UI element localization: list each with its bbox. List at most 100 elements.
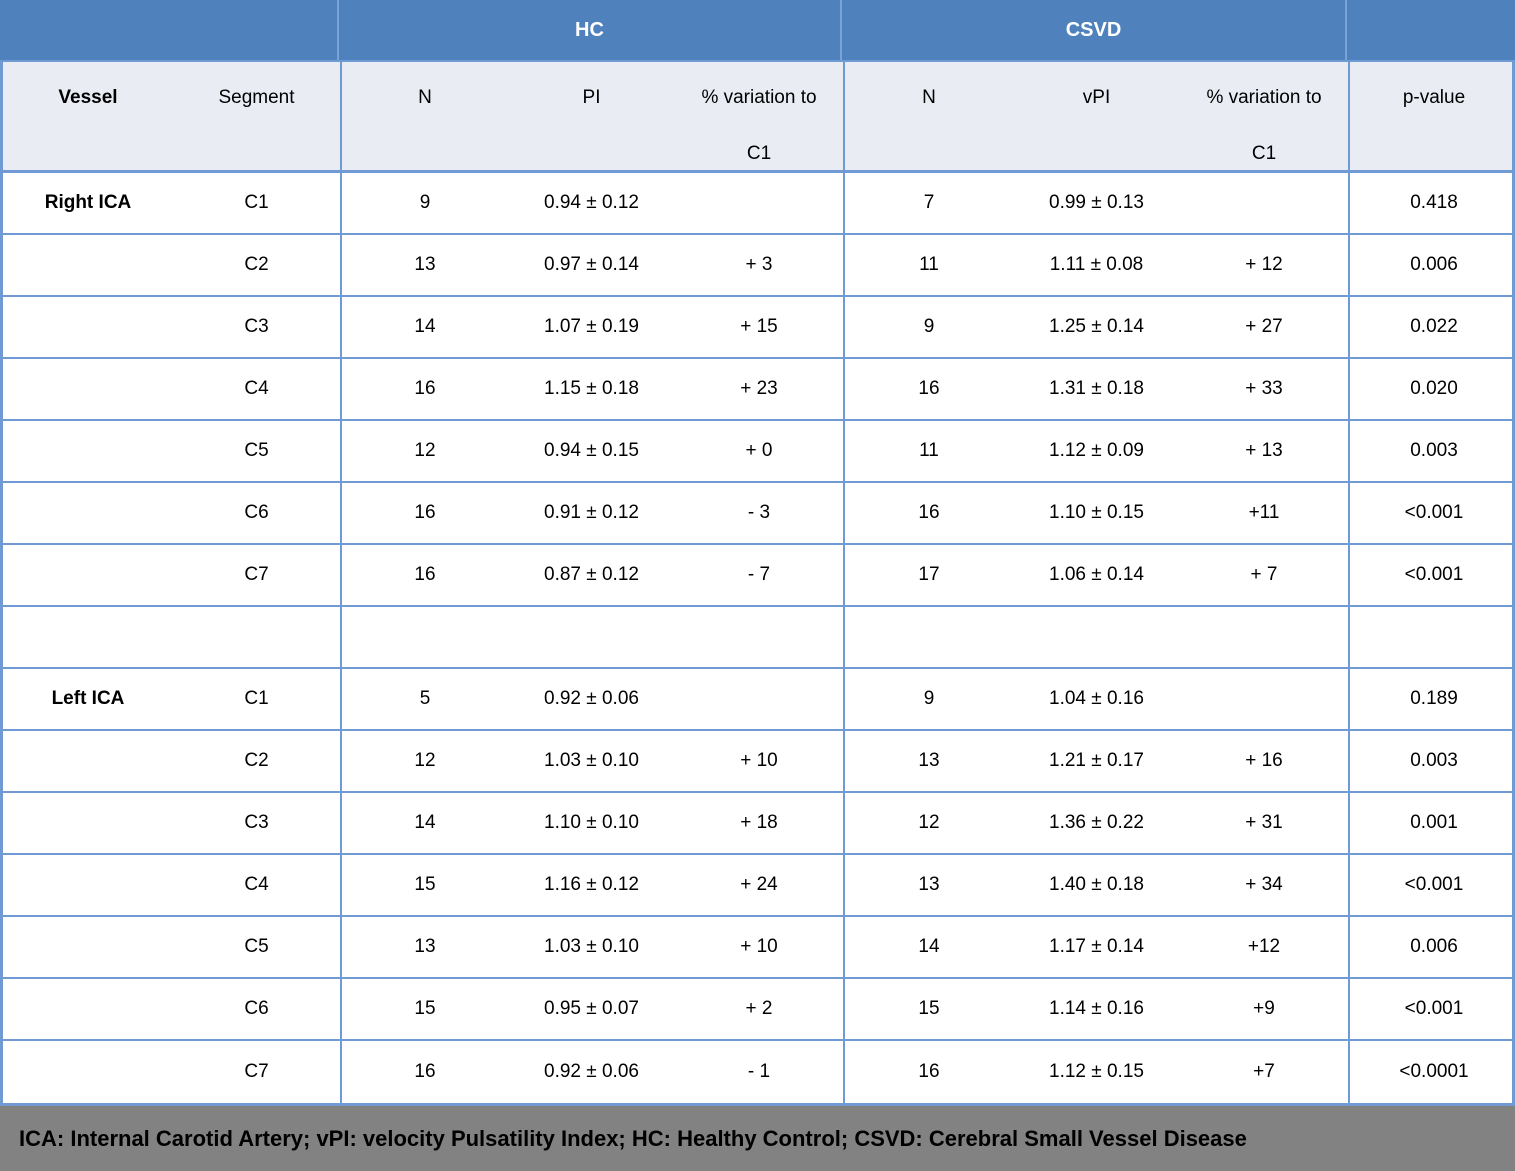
header-csvd-n: N xyxy=(843,62,1013,182)
csvd-variation-cell: +11 xyxy=(1248,502,1280,523)
csvd-variation-cell: + 33 xyxy=(1245,378,1283,399)
csvd-variation-cell: + 12 xyxy=(1245,254,1283,275)
header-hc-pi: PI xyxy=(582,87,601,108)
segment-cell: C3 xyxy=(244,812,269,833)
hc-pi-cell: 0.87 ± 0.12 xyxy=(544,564,639,585)
csvd-variation-cell: + 31 xyxy=(1245,812,1283,833)
csvd-vpi-cell: 1.31 ± 0.18 xyxy=(1049,378,1144,399)
hc-variation-cell: + 23 xyxy=(740,378,778,399)
csvd-vpi-cell: 1.06 ± 0.14 xyxy=(1049,564,1144,585)
header-csvd-variation: % variation to C1 xyxy=(1180,62,1348,182)
hc-pi-cell: 0.97 ± 0.14 xyxy=(544,254,639,275)
csvd-n-cell: 11 xyxy=(843,421,1013,481)
hc-variation-cell: - 3 xyxy=(747,502,771,523)
csvd-n-cell: 15 xyxy=(843,979,1013,1039)
footnote-text: ICA: Internal Carotid Artery; vPI: veloc… xyxy=(19,1125,1247,1151)
hc-pi-cell: 0.91 ± 0.12 xyxy=(544,502,639,523)
csvd-n-cell: 11 xyxy=(843,235,1013,295)
table-row: C2 12 1.03 ± 0.10 + 10 13 1.21 ± 0.17 + … xyxy=(3,731,1512,793)
p-value-cell: 0.001 xyxy=(1348,793,1515,853)
hc-variation-cell: + 15 xyxy=(740,316,778,337)
table-row: C6 16 0.91 ± 0.12 - 3 16 1.10 ± 0.15 +11… xyxy=(3,483,1512,545)
p-value-cell: <0.001 xyxy=(1348,979,1515,1039)
csvd-n-cell: 12 xyxy=(843,793,1013,853)
header-hc-variation-line2: C1 xyxy=(746,143,772,164)
column-header-row: Vessel Segment N PI % variation to C1 N … xyxy=(0,62,1515,182)
segment-cell: C4 xyxy=(244,874,269,895)
csvd-vpi-cell: 1.40 ± 0.18 xyxy=(1049,874,1144,895)
hc-pi-cell: 0.92 ± 0.06 xyxy=(544,1061,639,1082)
hc-n-cell: 13 xyxy=(340,235,508,295)
hc-pi-cell: 1.15 ± 0.18 xyxy=(544,378,639,399)
csvd-variation-cell: + 13 xyxy=(1245,440,1283,461)
hc-n-cell: 12 xyxy=(340,731,508,791)
segment-cell: C5 xyxy=(244,440,269,461)
hc-pi-cell: 0.92 ± 0.06 xyxy=(544,688,639,709)
hc-n-cell xyxy=(340,607,508,667)
group-label-hc: HC xyxy=(337,0,840,60)
hc-pi-cell: 0.94 ± 0.15 xyxy=(544,440,639,461)
hc-n-cell: 14 xyxy=(340,297,508,357)
table-row: C7 16 0.87 ± 0.12 - 7 17 1.06 ± 0.14 + 7… xyxy=(3,545,1512,607)
header-csvd-variation-line1: % variation to xyxy=(1206,87,1322,108)
hc-n-cell: 15 xyxy=(340,979,508,1039)
csvd-vpi-cell: 1.36 ± 0.22 xyxy=(1049,812,1144,833)
header-hc-n: N xyxy=(340,62,508,182)
csvd-n-cell: 7 xyxy=(843,173,1013,233)
csvd-n-cell: 9 xyxy=(843,297,1013,357)
p-value-cell: 0.020 xyxy=(1348,359,1515,419)
csvd-vpi-cell: 1.25 ± 0.14 xyxy=(1049,316,1144,337)
p-value-cell: 0.003 xyxy=(1348,421,1515,481)
csvd-vpi-cell: 1.10 ± 0.15 xyxy=(1049,502,1144,523)
hc-n-cell: 14 xyxy=(340,793,508,853)
hc-variation-cell: + 10 xyxy=(740,936,778,957)
csvd-n-cell: 14 xyxy=(843,917,1013,977)
vessel-cell: Right ICA xyxy=(44,192,132,213)
hc-n-cell: 15 xyxy=(340,855,508,915)
hc-n-cell: 16 xyxy=(340,483,508,543)
hc-pi-cell: 0.95 ± 0.07 xyxy=(544,998,639,1019)
table-row xyxy=(3,607,1512,669)
p-value-cell: 0.189 xyxy=(1348,669,1515,729)
header-csvd-variation-line2: C1 xyxy=(1251,143,1277,164)
table-row: C5 13 1.03 ± 0.10 + 10 14 1.17 ± 0.14 +1… xyxy=(3,917,1512,979)
hc-pi-cell: 1.07 ± 0.19 xyxy=(544,316,639,337)
header-hc-variation: % variation to C1 xyxy=(675,62,843,182)
csvd-variation-cell: +12 xyxy=(1247,936,1281,957)
csvd-variation-cell: +9 xyxy=(1253,998,1275,1019)
hc-n-cell: 16 xyxy=(340,545,508,605)
csvd-n-cell: 13 xyxy=(843,855,1013,915)
segment-cell: C6 xyxy=(244,998,269,1019)
table-row: C2 13 0.97 ± 0.14 + 3 11 1.11 ± 0.08 + 1… xyxy=(3,235,1512,297)
csvd-vpi-cell: 1.12 ± 0.09 xyxy=(1049,440,1144,461)
hc-n-cell: 16 xyxy=(340,359,508,419)
header-csvd-vpi: vPI xyxy=(1082,87,1111,108)
segment-cell: C3 xyxy=(244,316,269,337)
csvd-n-cell: 13 xyxy=(843,731,1013,791)
hc-variation-cell: + 0 xyxy=(745,440,773,461)
table-row: C6 15 0.95 ± 0.07 + 2 15 1.14 ± 0.16 +9 … xyxy=(3,979,1512,1041)
csvd-vpi-cell: 1.14 ± 0.16 xyxy=(1049,998,1144,1019)
hc-pi-cell: 1.10 ± 0.10 xyxy=(544,812,639,833)
hc-variation-cell: + 3 xyxy=(745,254,773,275)
p-value-cell: 0.006 xyxy=(1348,917,1515,977)
header-p-value: p-value xyxy=(1348,62,1515,182)
hc-n-cell: 9 xyxy=(340,173,508,233)
csvd-n-cell: 9 xyxy=(843,669,1013,729)
csvd-n-cell: 16 xyxy=(843,1041,1013,1103)
table-row: C3 14 1.10 ± 0.10 + 18 12 1.36 ± 0.22 + … xyxy=(3,793,1512,855)
hc-pi-cell: 1.16 ± 0.12 xyxy=(544,874,639,895)
group-blank-left xyxy=(0,0,337,60)
hc-pi-cell: 0.94 ± 0.12 xyxy=(544,192,639,213)
p-value-cell: 0.003 xyxy=(1348,731,1515,791)
group-header-row: HC CSVD xyxy=(0,0,1515,62)
csvd-vpi-cell: 1.11 ± 0.08 xyxy=(1049,254,1144,275)
segment-cell: C7 xyxy=(244,564,269,585)
csvd-variation-cell: + 34 xyxy=(1245,874,1283,895)
hc-variation-cell: - 7 xyxy=(747,564,771,585)
vessel-cell: Left ICA xyxy=(51,688,125,709)
csvd-variation-cell: + 16 xyxy=(1245,750,1283,771)
segment-cell: C2 xyxy=(244,750,269,771)
segment-cell: C1 xyxy=(244,192,269,213)
p-value-cell: <0.0001 xyxy=(1348,1041,1515,1103)
